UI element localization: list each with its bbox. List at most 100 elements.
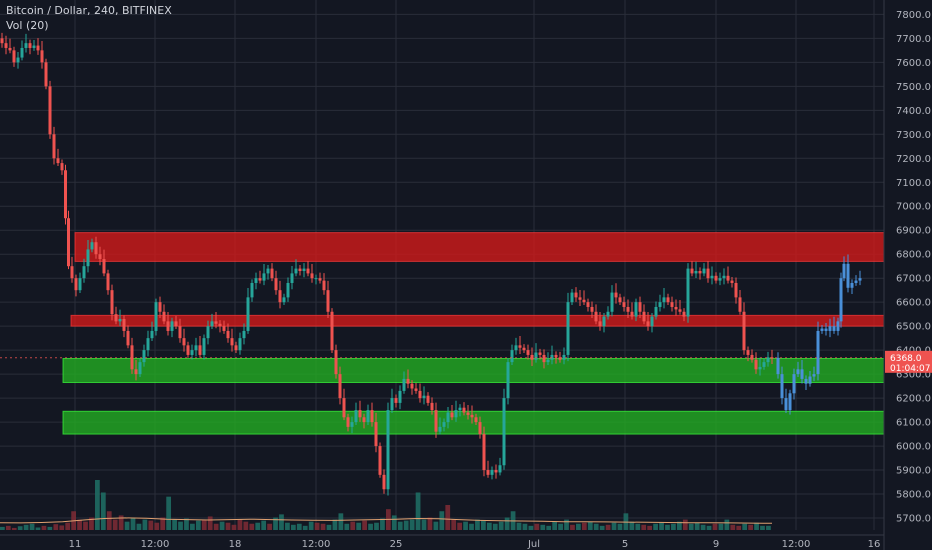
volume-bar	[178, 521, 183, 530]
candle	[126, 330, 130, 346]
candle	[578, 297, 582, 300]
x-tick-label: 12:00	[782, 539, 811, 550]
volume-bar	[748, 524, 753, 530]
candle	[662, 297, 666, 303]
candle	[746, 350, 750, 355]
candle	[370, 410, 374, 423]
volume-bar	[700, 524, 706, 530]
candle	[506, 362, 510, 399]
volume-bar	[314, 522, 320, 530]
price-tag-value: 6368.0	[890, 354, 922, 364]
candle	[410, 383, 414, 389]
candle	[470, 414, 474, 418]
candle	[290, 273, 294, 283]
candle	[306, 268, 310, 274]
volume-bar	[213, 523, 219, 530]
candle	[262, 273, 266, 281]
volume-bar	[261, 520, 267, 530]
candle	[666, 297, 670, 303]
volume-indicator-label[interactable]: Vol (20)	[6, 19, 49, 32]
volume-ma	[0, 517, 773, 524]
support-zone	[62, 358, 885, 384]
candle	[710, 275, 714, 279]
candle	[110, 290, 114, 315]
volume-bar	[492, 523, 498, 530]
volume-bar	[629, 521, 635, 530]
resistance-zone	[70, 314, 885, 327]
candle	[634, 302, 638, 317]
volume-bar	[576, 523, 581, 530]
candle	[118, 318, 122, 322]
volume-bar	[742, 523, 748, 530]
volume-bar	[160, 517, 166, 530]
volume-bar	[23, 524, 29, 530]
volume-bar	[599, 525, 605, 530]
candle	[122, 318, 126, 331]
y-tick-label: 6100.0	[896, 418, 931, 429]
candle	[238, 338, 242, 351]
y-axis[interactable]: 5700.0 5800.0 5900.0 6000.0 6100.0 6200.0 6300…	[883, 0, 931, 550]
candle	[142, 350, 146, 363]
projection-bar	[808, 376, 812, 384]
volume-bar	[350, 521, 356, 530]
x-tick-label: 18	[229, 539, 242, 550]
candle	[48, 86, 52, 135]
candle	[298, 268, 302, 271]
y-tick-label: 6000.0	[896, 442, 931, 453]
volume-bar	[528, 525, 534, 530]
volume-bar	[308, 521, 314, 530]
candle	[402, 378, 406, 391]
projection-bar	[784, 398, 788, 411]
candle	[594, 311, 598, 322]
volume-bar	[231, 524, 237, 530]
projection-bar	[824, 328, 828, 331]
candle	[442, 422, 446, 427]
candle	[618, 297, 622, 303]
y-tick-label: 7600.0	[896, 58, 931, 69]
candle	[52, 134, 56, 159]
volume-bar	[439, 511, 445, 530]
candle	[94, 242, 98, 255]
volume-bar	[225, 522, 231, 530]
candle	[726, 275, 730, 281]
projection-bar	[846, 263, 850, 288]
projection-bar	[850, 282, 854, 288]
volume-bar	[118, 515, 124, 530]
candle	[610, 292, 614, 312]
candle	[450, 412, 454, 418]
candle	[398, 390, 402, 403]
candle	[670, 302, 674, 307]
candle	[546, 359, 550, 363]
volume-bar	[5, 525, 11, 530]
candle	[766, 357, 770, 363]
volume-bar	[433, 521, 439, 530]
y-tick-label: 6300.0	[896, 370, 931, 381]
x-axis[interactable]: 11 12:00 18 12:00 25 Jul 5 9 12:00 16	[0, 534, 884, 550]
volume-bar	[249, 523, 255, 530]
candle	[102, 259, 106, 274]
chart-title: Bitcoin / Dollar, 240, BITFINEX	[6, 4, 172, 17]
volume-bar	[112, 519, 118, 530]
volume-bar	[593, 523, 599, 530]
resistance-zone	[74, 232, 885, 262]
candle	[350, 422, 354, 427]
candle	[478, 422, 482, 435]
candle	[382, 474, 386, 490]
volume-bar	[338, 513, 344, 530]
candle	[494, 470, 498, 473]
volume-bar	[724, 519, 730, 530]
volume-bar	[481, 520, 486, 530]
candle	[28, 43, 32, 48]
projection-bar	[800, 369, 804, 379]
candle	[626, 306, 630, 312]
candle	[270, 268, 274, 279]
volume-bar	[397, 521, 403, 530]
candle	[158, 302, 162, 312]
volume-bar	[736, 525, 742, 530]
y-tick-label: 7400.0	[896, 106, 931, 117]
volume-bar	[694, 522, 700, 530]
candle	[24, 43, 28, 48]
candle	[590, 306, 594, 312]
